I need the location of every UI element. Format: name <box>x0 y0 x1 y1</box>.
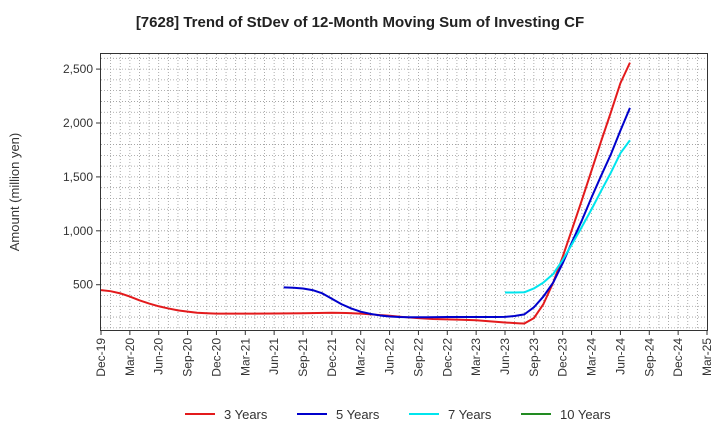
x-tick-label: Dec-20 <box>209 338 223 377</box>
series-line-7-years <box>505 139 631 294</box>
x-tick-label: Sep-21 <box>296 338 310 377</box>
x-tick-label: Mar-25 <box>700 338 714 376</box>
x-tick-label: Jun-20 <box>152 338 166 375</box>
x-tick-label: Mar-20 <box>123 338 137 376</box>
x-tick-label: Dec-22 <box>440 338 454 377</box>
y-tick-label: 2,500 <box>63 62 93 76</box>
y-axis: 500 1,000 1,500 2,000 2,500 <box>63 62 101 292</box>
legend: 3 Years 5 Years 7 Years 10 Years <box>185 407 611 422</box>
y-tick-label: 500 <box>73 278 93 292</box>
x-tick-label: Jun-21 <box>267 338 281 375</box>
x-tick-label: Dec-19 <box>94 338 108 377</box>
plot-area <box>100 53 708 331</box>
x-tick-label: Jun-24 <box>613 338 627 375</box>
series-line-5-years <box>283 107 631 319</box>
chart-title: [7628] Trend of StDev of 12-Month Moving… <box>136 14 584 31</box>
y-axis-label: Amount (million yen) <box>7 133 22 252</box>
x-tick-label: Sep-20 <box>181 338 195 377</box>
x-tick-label: Dec-24 <box>671 338 685 377</box>
x-tick-label: Mar-22 <box>354 338 368 376</box>
x-tick-label: Jun-22 <box>383 338 397 375</box>
y-tick-label: 1,500 <box>63 170 93 184</box>
x-tick-label: Sep-22 <box>411 338 425 377</box>
x-tick-label: Mar-23 <box>469 338 483 376</box>
x-tick-label: Sep-23 <box>527 338 541 377</box>
series-lines <box>100 62 631 325</box>
x-tick-label: Dec-21 <box>325 338 339 377</box>
legend-label: 5 Years <box>336 407 380 422</box>
legend-label: 3 Years <box>224 407 268 422</box>
x-tick-label: Jun-23 <box>498 338 512 375</box>
grid <box>101 54 707 330</box>
x-tick-label: Mar-21 <box>238 338 252 376</box>
legend-label: 10 Years <box>560 407 611 422</box>
y-tick-label: 1,000 <box>63 224 93 238</box>
x-tick-label: Mar-24 <box>585 338 599 376</box>
y-tick-label: 2,000 <box>63 116 93 130</box>
x-axis: Dec-19 Mar-20 Jun-20 Sep-20 Dec-20 Mar-21 Jun-… <box>94 330 714 377</box>
x-tick-label: Sep-24 <box>642 338 656 377</box>
x-tick-label: Dec-23 <box>556 338 570 377</box>
legend-label: 7 Years <box>448 407 492 422</box>
